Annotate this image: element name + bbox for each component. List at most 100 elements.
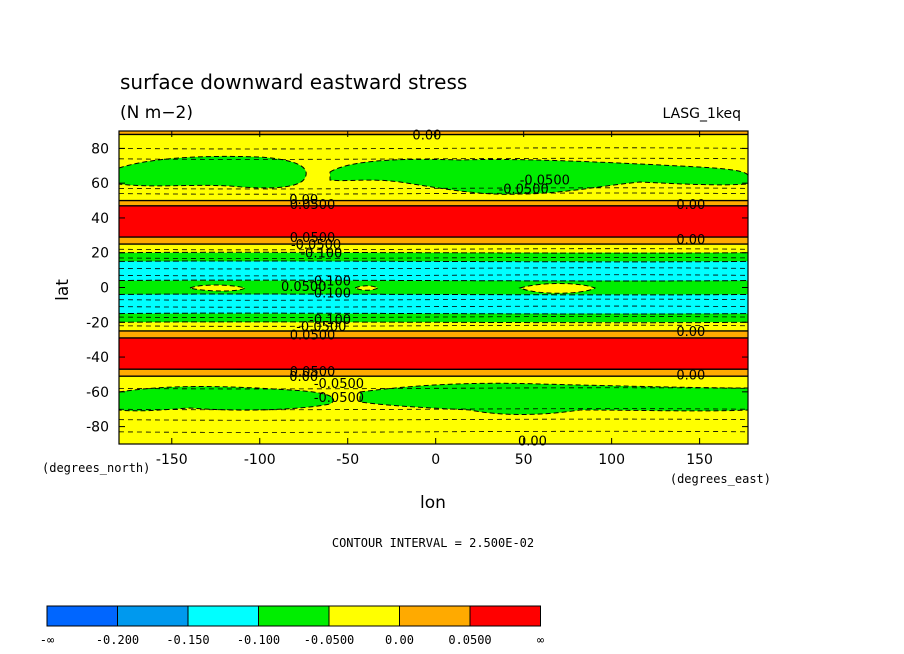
contour-dashed-1 (119, 157, 748, 160)
contour-dashed-12 (119, 387, 748, 390)
contour-dashed-3 (119, 192, 748, 195)
chart-units: (N m−2) (120, 103, 193, 123)
contour-dashed-9 (119, 305, 748, 308)
north-green-lobe-east (329, 158, 748, 195)
contour-dashed-0 (119, 147, 748, 150)
contour-line-7 (119, 279, 748, 282)
contour-dashed-7 (119, 274, 748, 277)
colorbar-swatch-6 (469, 605, 541, 627)
contour-dashed-5 (119, 256, 748, 259)
x-tick-label-5: 100 (598, 452, 625, 468)
contour-label-12: -0.100 (309, 287, 351, 302)
contour-label-11: 0.0500 (281, 280, 327, 295)
axes: -150 -100 -50 0 50 100 150 80 60 40 20 0 -20 -40 -60 -8… (86, 131, 748, 468)
contour-label-20: -0.0500 (314, 377, 364, 392)
colorbar-label-6: 0.0500 (448, 633, 491, 647)
equator-yellow-pocket-west (188, 284, 247, 292)
band-14 (119, 369, 748, 377)
contour-label-17: 0.0500 (290, 365, 336, 380)
band-13 (119, 337, 748, 370)
band-0 (119, 131, 748, 135)
contour-label-16: 0.00 (676, 325, 705, 340)
colorbar-swatch-1 (117, 605, 189, 627)
colorbar-swatch-4 (328, 605, 400, 627)
contour-label-9: -0.100 (300, 247, 342, 262)
contour-line-8 (119, 293, 748, 296)
contour-dashed-14 (119, 418, 748, 421)
contour-line-1 (119, 199, 748, 202)
colorbar-label-4: -0.0500 (304, 633, 355, 647)
y-tick-label-6: -40 (86, 350, 109, 366)
contour-label-18: 0.00 (289, 370, 318, 385)
contour-dashed-13 (119, 408, 748, 411)
x-units-label: (degrees_east) (670, 472, 771, 486)
colorbar-label-3: -0.100 (237, 633, 280, 647)
contour-dashed-10 (119, 316, 748, 319)
x-tick-label-1: -100 (244, 452, 276, 468)
chart-title: surface downward eastward stress (120, 70, 467, 94)
contour-label-7: 0.00 (676, 233, 705, 248)
contour-label-22: 0.00 (518, 435, 547, 450)
contour-interval-text: CONTOUR INTERVAL = 2.500E-02 (332, 536, 534, 550)
contour-dashed-4 (119, 248, 748, 251)
contour-label-5: 0.00 (676, 198, 705, 213)
contour-label-10: -0.100 (309, 275, 351, 290)
x-tick-label-2: -50 (336, 452, 359, 468)
contour-dashed-2 (119, 187, 748, 190)
y-tick-label-0: 80 (91, 141, 109, 157)
contour-line-10 (119, 321, 748, 324)
contour-label-14: -0.0500 (296, 320, 346, 335)
colorbar: -∞ -0.200 -0.150 -0.100 -0.0500 0.00 0.0500 ∞ (40, 605, 544, 647)
contour-line-0 (119, 133, 748, 136)
band-7 (119, 261, 748, 281)
contour-line-3 (119, 235, 748, 239)
band-11 (119, 322, 748, 331)
contour-line-9 (119, 312, 748, 315)
contour-dashed-8 (119, 298, 748, 301)
x-tick-label-3: 0 (431, 452, 440, 468)
y-tick-label-2: 40 (91, 211, 109, 227)
contour-features (119, 155, 748, 415)
x-tick-label-4: 50 (515, 452, 533, 468)
colorbar-label-1: -0.200 (96, 633, 139, 647)
contour-label-1: -0.0500 (520, 174, 570, 189)
contour-line-11 (119, 329, 748, 333)
equator-yellow-pocket-east (518, 283, 597, 294)
contour-label-6: 0.0500 (290, 231, 336, 246)
band-6 (119, 252, 748, 262)
contour-label-21: -0.0500 (314, 391, 364, 406)
south-green-lobe-east (359, 382, 748, 415)
colorbar-swatch-3 (258, 605, 330, 627)
y-tick-label-8: -80 (86, 420, 109, 436)
band-9 (119, 294, 748, 314)
y-tick-label-3: 20 (91, 246, 109, 262)
colorbar-swatch-5 (399, 605, 471, 627)
colorbar-swatch-2 (187, 605, 259, 627)
band-10 (119, 313, 748, 323)
north-green-lobe-west (119, 155, 307, 189)
contour-label-2: -0.0500 (499, 182, 549, 197)
contour-label-3: 0.00 (289, 193, 318, 208)
colorbar-label-0: -∞ (40, 633, 54, 647)
y-tick-label-5: -20 (86, 315, 109, 331)
band-12 (119, 330, 748, 338)
contour-line-4 (119, 242, 748, 246)
band-5 (119, 244, 748, 253)
contour-line-14 (119, 375, 748, 378)
contour-dashed-6 (119, 267, 748, 270)
x-tick-label-6: 150 (686, 452, 713, 468)
contour-label-8: -0.0500 (291, 238, 341, 253)
dataset-label: LASG_1keq (663, 106, 741, 122)
contour-line-12 (119, 336, 748, 340)
contour-label-19: 0.00 (676, 368, 705, 383)
equator-yellow-pocket-mid (353, 285, 380, 291)
contour-lines (119, 133, 748, 433)
x-tick-label-0: -150 (156, 452, 188, 468)
y-tick-label-1: 60 (91, 176, 109, 192)
contour-line-13 (119, 368, 748, 371)
band-8 (119, 280, 748, 295)
contour-line-6 (119, 260, 748, 263)
contour-label-13: -0.100 (309, 313, 351, 328)
